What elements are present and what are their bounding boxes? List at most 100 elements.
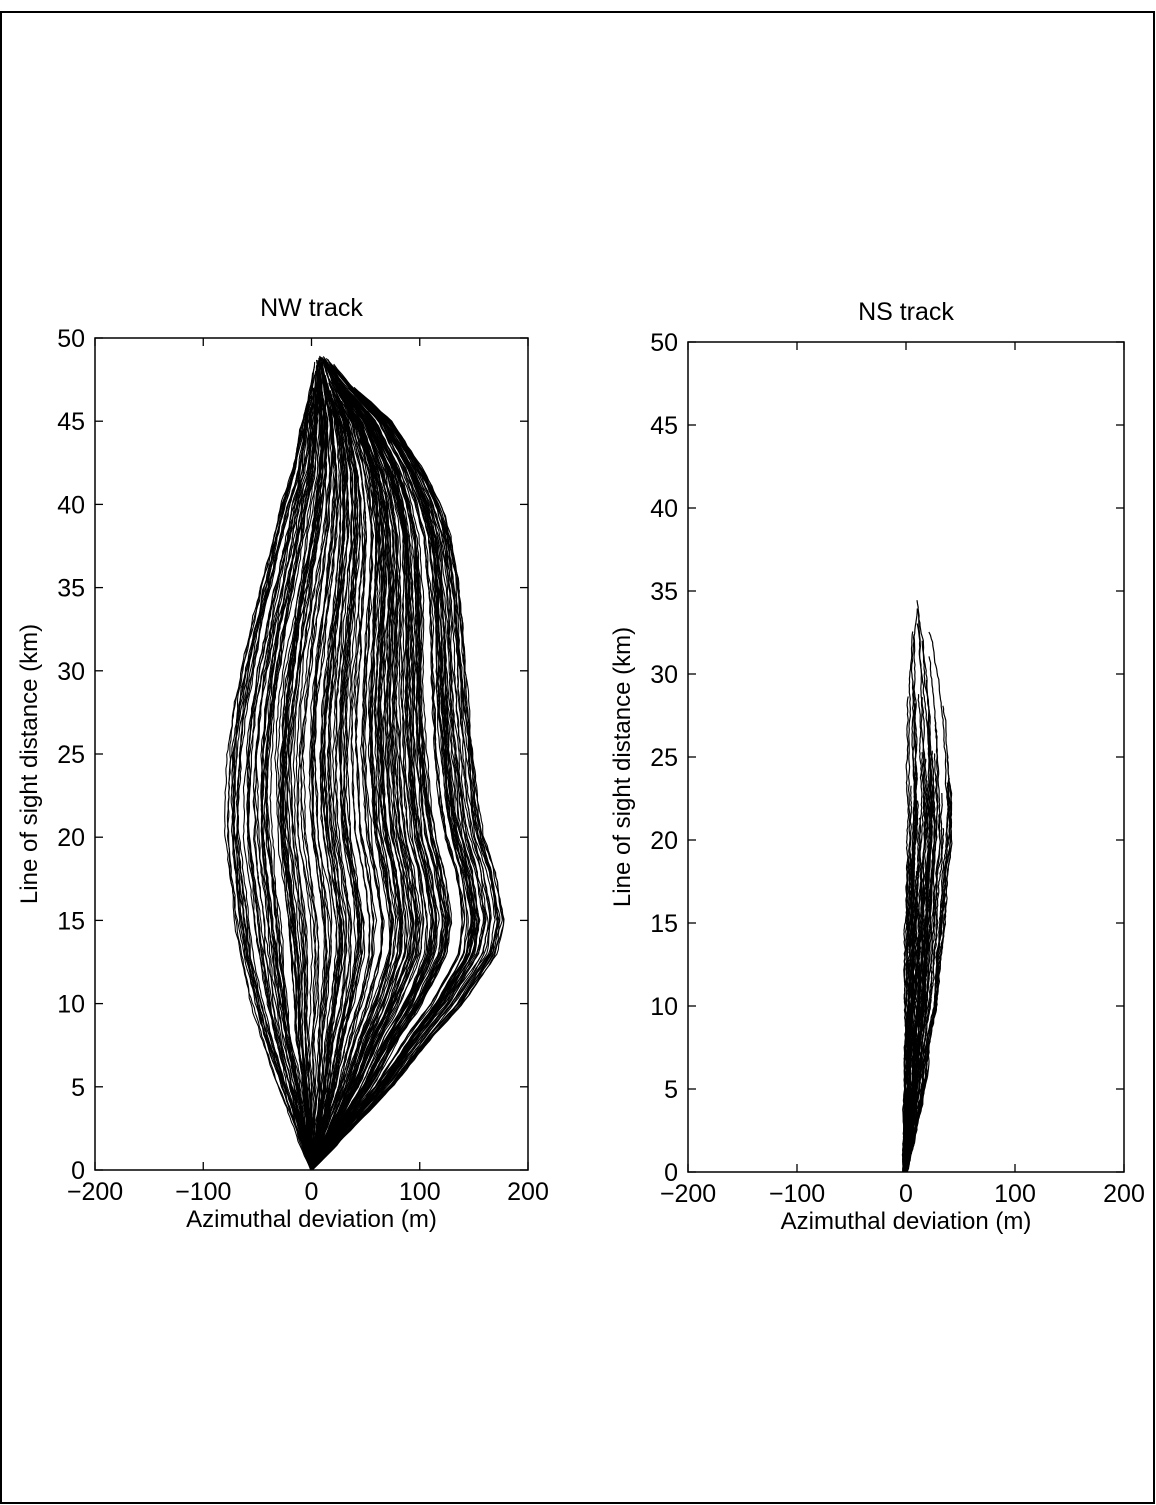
series-line xyxy=(310,384,428,1171)
series-line xyxy=(310,400,487,1171)
y-axis-label: Line of sight distance (km) xyxy=(16,624,43,904)
series-line xyxy=(903,877,919,1173)
series-line xyxy=(310,396,425,1171)
series-line xyxy=(902,696,910,1173)
chart-title: NW track xyxy=(260,294,363,322)
y-tick-label: 5 xyxy=(664,1076,678,1104)
y-tick-label: 15 xyxy=(57,907,85,935)
y-tick-label: 25 xyxy=(650,744,678,772)
x-tick-label: 200 xyxy=(1103,1180,1145,1208)
series-line xyxy=(311,392,448,1171)
y-tick-label: 30 xyxy=(650,661,678,689)
x-tick-label: 100 xyxy=(994,1180,1036,1208)
series-line xyxy=(906,792,943,1173)
series-line xyxy=(903,694,923,1173)
y-tick-label: 25 xyxy=(57,741,85,769)
series-line xyxy=(310,375,335,1171)
y-tick-label: 10 xyxy=(650,993,678,1021)
series-line xyxy=(311,379,437,1171)
page-border xyxy=(0,11,1155,1504)
series-line xyxy=(905,656,939,1173)
series-line xyxy=(311,400,402,1171)
series-line xyxy=(310,359,469,1171)
series-line xyxy=(904,731,933,1173)
series-line xyxy=(310,369,383,1171)
series-line xyxy=(311,378,366,1171)
x-tick-label: −200 xyxy=(67,1178,123,1206)
series-line xyxy=(311,390,350,1171)
series-line xyxy=(311,406,485,1171)
y-tick-label: 0 xyxy=(664,1159,678,1187)
series-line xyxy=(276,370,321,1171)
y-axis-label: Line of sight distance (km) xyxy=(609,627,636,907)
series-line xyxy=(311,404,480,1171)
series-line xyxy=(311,361,414,1171)
series-line xyxy=(310,410,453,1171)
series-line xyxy=(311,378,414,1171)
series-line xyxy=(310,363,434,1171)
y-tick-label: 5 xyxy=(71,1074,85,1102)
chart-nw-track: −200 −100 0 100 200 0 5 10 15 20 25 30 35 40 45 50 NW tr… xyxy=(16,294,549,1233)
y-tick-label: 20 xyxy=(650,827,678,855)
series-line xyxy=(232,366,315,1171)
x-tick-label: 0 xyxy=(305,1178,319,1206)
series-line xyxy=(311,367,463,1171)
series-line xyxy=(902,608,918,1173)
series-line xyxy=(311,398,476,1171)
series-group xyxy=(224,355,505,1171)
series-line xyxy=(299,400,331,1171)
series-line xyxy=(311,359,424,1171)
series-line xyxy=(246,390,315,1171)
series-line xyxy=(310,391,401,1171)
y-tick-label: 15 xyxy=(650,910,678,938)
series-line xyxy=(292,359,328,1171)
series-group xyxy=(901,600,953,1173)
series-line xyxy=(310,377,419,1171)
series-line xyxy=(295,356,332,1171)
series-line xyxy=(285,364,324,1171)
series-line xyxy=(310,379,492,1171)
x-tick-label: 200 xyxy=(507,1178,549,1206)
series-line xyxy=(906,799,950,1173)
series-line xyxy=(310,390,351,1171)
series-line xyxy=(311,401,378,1171)
x-axis-label: Azimuthal deviation (m) xyxy=(781,1208,1032,1235)
y-tick-label: 50 xyxy=(650,329,678,357)
y-tick-label: 40 xyxy=(57,491,85,519)
series-line xyxy=(279,387,323,1171)
x-tick-label: 0 xyxy=(899,1180,913,1208)
series-line xyxy=(311,365,393,1171)
series-line xyxy=(247,387,315,1171)
series-line xyxy=(289,362,328,1171)
series-line xyxy=(311,401,446,1171)
series-line xyxy=(310,396,375,1171)
y-tick-label: 45 xyxy=(57,408,85,436)
series-line xyxy=(311,359,363,1171)
y-tick-label: 40 xyxy=(650,495,678,523)
series-line xyxy=(904,752,926,1173)
x-tick-label: −100 xyxy=(769,1180,825,1208)
chart-title: NS track xyxy=(858,298,954,326)
series-line xyxy=(311,378,475,1171)
series-line xyxy=(311,401,503,1171)
series-line xyxy=(905,631,949,1173)
series-line xyxy=(226,405,312,1171)
y-tick-label: 35 xyxy=(650,578,678,606)
y-tick-label: 10 xyxy=(57,991,85,1019)
series-line xyxy=(263,382,319,1171)
series-line xyxy=(310,384,399,1171)
series-line xyxy=(311,406,349,1171)
x-axis-label: Azimuthal deviation (m) xyxy=(186,1206,437,1233)
series-line xyxy=(903,758,930,1173)
series-line xyxy=(311,387,371,1171)
series-line xyxy=(261,383,317,1171)
y-tick-label: 0 xyxy=(71,1157,85,1185)
y-tick-label: 20 xyxy=(57,824,85,852)
series-line xyxy=(269,406,319,1171)
series-line xyxy=(235,407,312,1171)
y-tick-label: 30 xyxy=(57,658,85,686)
chart-ns-track: −200 −100 0 100 200 0 5 10 15 20 25 30 35 40 45 50 NS tr… xyxy=(609,298,1145,1235)
series-line xyxy=(301,394,333,1171)
series-line xyxy=(254,365,318,1171)
